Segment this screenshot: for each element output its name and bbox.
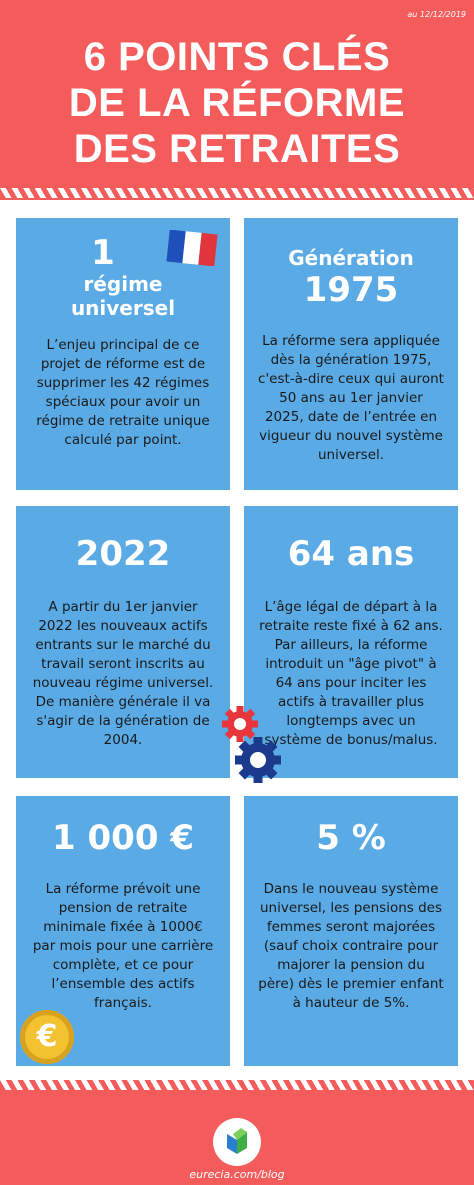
title-line-3: DES RETRAITES: [73, 127, 401, 171]
euro-symbol: €: [36, 1019, 58, 1054]
card-big-label: Génération: [288, 246, 414, 270]
gears-icon: [222, 706, 281, 783]
card-big-label: universel: [70, 296, 176, 320]
card-64-ans: 64 ans L’âge légal de départ à la retrai…: [244, 506, 458, 778]
card-text: Dans le nouveau système universel, les p…: [258, 881, 444, 1011]
card-big-number: 5 %: [316, 818, 386, 858]
card-text: A partir du 1er janvier 2022 les nouveau…: [32, 599, 214, 748]
card-big-number: 64 ans: [287, 534, 415, 574]
card-generation-1975: Génération 1975 La réforme sera appliqué…: [244, 218, 458, 490]
bottom-stripe-divider: [0, 1080, 474, 1090]
card-big-number: 2022: [75, 534, 171, 574]
eurecia-logo-icon[interactable]: [213, 1118, 261, 1166]
card-regime-universel: 1 régime universel L’enjeu principal de …: [16, 218, 230, 490]
card-big-number: 1 000 €: [52, 818, 194, 858]
card-text: La réforme sera appliquée dès la générat…: [258, 333, 444, 463]
top-stripe-divider: [0, 188, 474, 198]
card-text: La réforme prévoit une pension de retrai…: [32, 881, 214, 1011]
euro-coin-icon: €: [20, 1010, 74, 1064]
card-text: L’âge légal de départ à la retraite rest…: [259, 599, 443, 748]
date-label: au 12/12/2019: [407, 10, 466, 19]
blog-url-link[interactable]: eurecia.com/blog: [189, 1168, 285, 1181]
card-text: L’enjeu principal de ce projet de réform…: [36, 337, 210, 448]
card-5-pourcent: 5 % Dans le nouveau système universel, l…: [244, 796, 458, 1066]
page-title: 6 POINTS CLÉS DE LA RÉFORME DES RETRAITE…: [0, 34, 474, 172]
card-big-number: 1: [91, 233, 115, 273]
title-line-2: DE LA RÉFORME: [68, 81, 406, 125]
card-big-label: régime: [83, 272, 163, 296]
france-flag-icon: [166, 230, 218, 266]
card-2022: 2022 A partir du 1er janvier 2022 les no…: [16, 506, 230, 778]
header-banner: au 12/12/2019 6 POINTS CLÉS DE LA RÉFORM…: [0, 0, 474, 200]
title-line-1: 6 POINTS CLÉS: [83, 35, 391, 79]
card-big-number: 1975: [303, 270, 399, 310]
